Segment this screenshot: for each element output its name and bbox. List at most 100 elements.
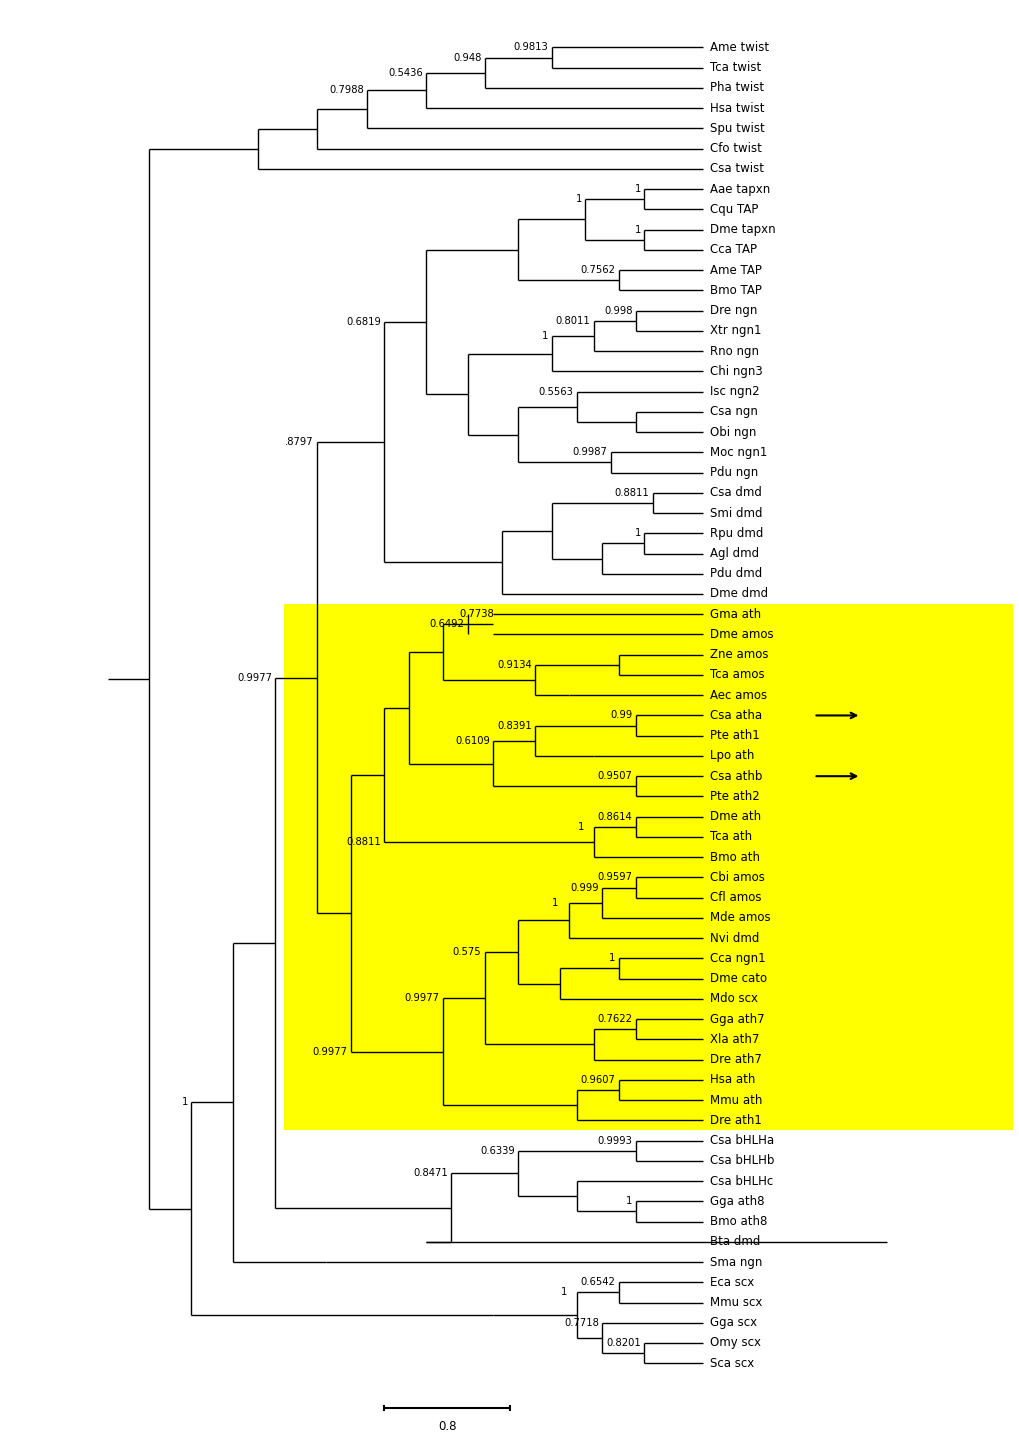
- Text: 0.6339: 0.6339: [480, 1146, 515, 1156]
- Text: Bmo ath8: Bmo ath8: [709, 1215, 766, 1228]
- Text: 0.9507: 0.9507: [597, 771, 632, 781]
- Text: Sca scx: Sca scx: [709, 1356, 753, 1369]
- Text: 0.9977: 0.9977: [405, 993, 439, 1003]
- Text: Dre ngn: Dre ngn: [709, 304, 756, 317]
- Text: Xtr ngn1: Xtr ngn1: [709, 325, 760, 338]
- Text: Cca TAP: Cca TAP: [709, 244, 756, 257]
- Text: Gga scx: Gga scx: [709, 1316, 756, 1329]
- Text: Mdo scx: Mdo scx: [709, 993, 757, 1006]
- Text: Tca twist: Tca twist: [709, 61, 760, 74]
- Text: Tca ath: Tca ath: [709, 830, 751, 843]
- Text: Dme amos: Dme amos: [709, 628, 772, 641]
- Text: 0.948: 0.948: [452, 52, 481, 62]
- Text: 0.9977: 0.9977: [312, 1046, 347, 1056]
- Text: 0.7562: 0.7562: [580, 266, 615, 276]
- Text: 0.7718: 0.7718: [564, 1317, 598, 1328]
- Text: Csa bHLHc: Csa bHLHc: [709, 1175, 772, 1188]
- Text: Mmu ath: Mmu ath: [709, 1094, 761, 1107]
- Text: Lpo ath: Lpo ath: [709, 749, 753, 762]
- Text: 0.8811: 0.8811: [345, 837, 380, 847]
- Text: Aec amos: Aec amos: [709, 688, 766, 701]
- Text: Hsa ath: Hsa ath: [709, 1074, 754, 1087]
- Text: Csa bHLHa: Csa bHLHa: [709, 1134, 773, 1147]
- Text: 0.999: 0.999: [570, 883, 598, 893]
- Text: 0.9813: 0.9813: [514, 42, 548, 52]
- Text: Bta dmd: Bta dmd: [709, 1235, 759, 1248]
- Text: Pdu dmd: Pdu dmd: [709, 567, 761, 580]
- Text: Gma ath: Gma ath: [709, 608, 760, 620]
- Text: Moc ngn1: Moc ngn1: [709, 446, 766, 459]
- Text: 0.8811: 0.8811: [613, 488, 648, 498]
- Text: Xla ath7: Xla ath7: [709, 1033, 758, 1046]
- Text: Dme tapxn: Dme tapxn: [709, 224, 774, 237]
- Text: Pte ath1: Pte ath1: [709, 729, 758, 742]
- Text: 0.8011: 0.8011: [555, 316, 590, 326]
- Text: Pte ath2: Pte ath2: [709, 789, 758, 802]
- Text: Chi ngn3: Chi ngn3: [709, 365, 761, 378]
- Text: 1: 1: [634, 225, 640, 235]
- Text: 0.7738: 0.7738: [459, 609, 493, 619]
- Text: Eca scx: Eca scx: [709, 1276, 753, 1289]
- Text: 0.9987: 0.9987: [572, 447, 606, 457]
- Text: Aae tapxn: Aae tapxn: [709, 183, 769, 196]
- Text: 0.9977: 0.9977: [236, 672, 272, 683]
- Text: 1: 1: [560, 1287, 567, 1297]
- Text: Isc ngn2: Isc ngn2: [709, 385, 758, 398]
- Text: 0.8: 0.8: [437, 1420, 455, 1433]
- Text: 1: 1: [181, 1097, 187, 1107]
- Text: 1: 1: [626, 1196, 632, 1206]
- Text: 0.8201: 0.8201: [605, 1338, 640, 1348]
- Text: 0.7622: 0.7622: [597, 1014, 632, 1025]
- Text: Csa atha: Csa atha: [709, 709, 761, 722]
- Text: 0.5563: 0.5563: [538, 387, 573, 397]
- Text: 1: 1: [551, 898, 558, 908]
- Text: 0.6542: 0.6542: [580, 1277, 615, 1287]
- Text: Pha twist: Pha twist: [709, 81, 763, 94]
- Text: Csa ngn: Csa ngn: [709, 405, 757, 418]
- Text: 0.6492: 0.6492: [429, 619, 465, 629]
- Text: Zne amos: Zne amos: [709, 648, 767, 661]
- Text: 1: 1: [542, 330, 548, 341]
- Text: 0.8471: 0.8471: [413, 1169, 447, 1179]
- Text: 0.8391: 0.8391: [496, 720, 531, 730]
- Text: Cqu TAP: Cqu TAP: [709, 203, 757, 216]
- Text: 0.7988: 0.7988: [329, 85, 364, 95]
- Text: Rpu dmd: Rpu dmd: [709, 527, 762, 540]
- Text: Spu twist: Spu twist: [709, 121, 763, 134]
- Text: Obi ngn: Obi ngn: [709, 426, 755, 439]
- Text: Cfo twist: Cfo twist: [709, 143, 760, 156]
- Text: Dme ath: Dme ath: [709, 810, 760, 823]
- Text: Dme cato: Dme cato: [709, 973, 766, 986]
- Text: Dme dmd: Dme dmd: [709, 587, 767, 600]
- Text: 1: 1: [634, 528, 640, 538]
- Text: 1: 1: [634, 185, 640, 195]
- Text: Omy scx: Omy scx: [709, 1336, 760, 1349]
- Text: Mde amos: Mde amos: [709, 912, 769, 925]
- Text: Gga ath8: Gga ath8: [709, 1195, 763, 1208]
- Text: Cbi amos: Cbi amos: [709, 872, 763, 885]
- Text: Sma ngn: Sma ngn: [709, 1255, 761, 1268]
- Text: 0.9134: 0.9134: [496, 659, 531, 670]
- Text: 0.9597: 0.9597: [597, 873, 632, 883]
- Text: 1: 1: [575, 195, 582, 205]
- Text: Gga ath7: Gga ath7: [709, 1013, 763, 1026]
- Text: Cca ngn1: Cca ngn1: [709, 952, 764, 965]
- Text: Csa dmd: Csa dmd: [709, 486, 760, 499]
- Text: Bmo TAP: Bmo TAP: [709, 284, 760, 297]
- Text: Csa bHLHb: Csa bHLHb: [709, 1154, 773, 1167]
- FancyBboxPatch shape: [283, 605, 1019, 1130]
- Text: 0.5436: 0.5436: [387, 68, 423, 78]
- Text: Csa athb: Csa athb: [709, 769, 761, 782]
- Text: 0.99: 0.99: [609, 710, 632, 720]
- Text: 0.575: 0.575: [452, 947, 481, 957]
- Text: 0.9607: 0.9607: [580, 1075, 615, 1085]
- Text: Bmo ath: Bmo ath: [709, 851, 759, 864]
- Text: Tca amos: Tca amos: [709, 668, 763, 681]
- Text: Smi dmd: Smi dmd: [709, 506, 761, 519]
- Text: Mmu scx: Mmu scx: [709, 1296, 761, 1309]
- Text: Hsa twist: Hsa twist: [709, 101, 763, 114]
- Text: 0.9993: 0.9993: [597, 1136, 632, 1146]
- Text: Cfl amos: Cfl amos: [709, 892, 760, 905]
- Text: 0.8614: 0.8614: [597, 811, 632, 821]
- Text: 1: 1: [608, 954, 615, 964]
